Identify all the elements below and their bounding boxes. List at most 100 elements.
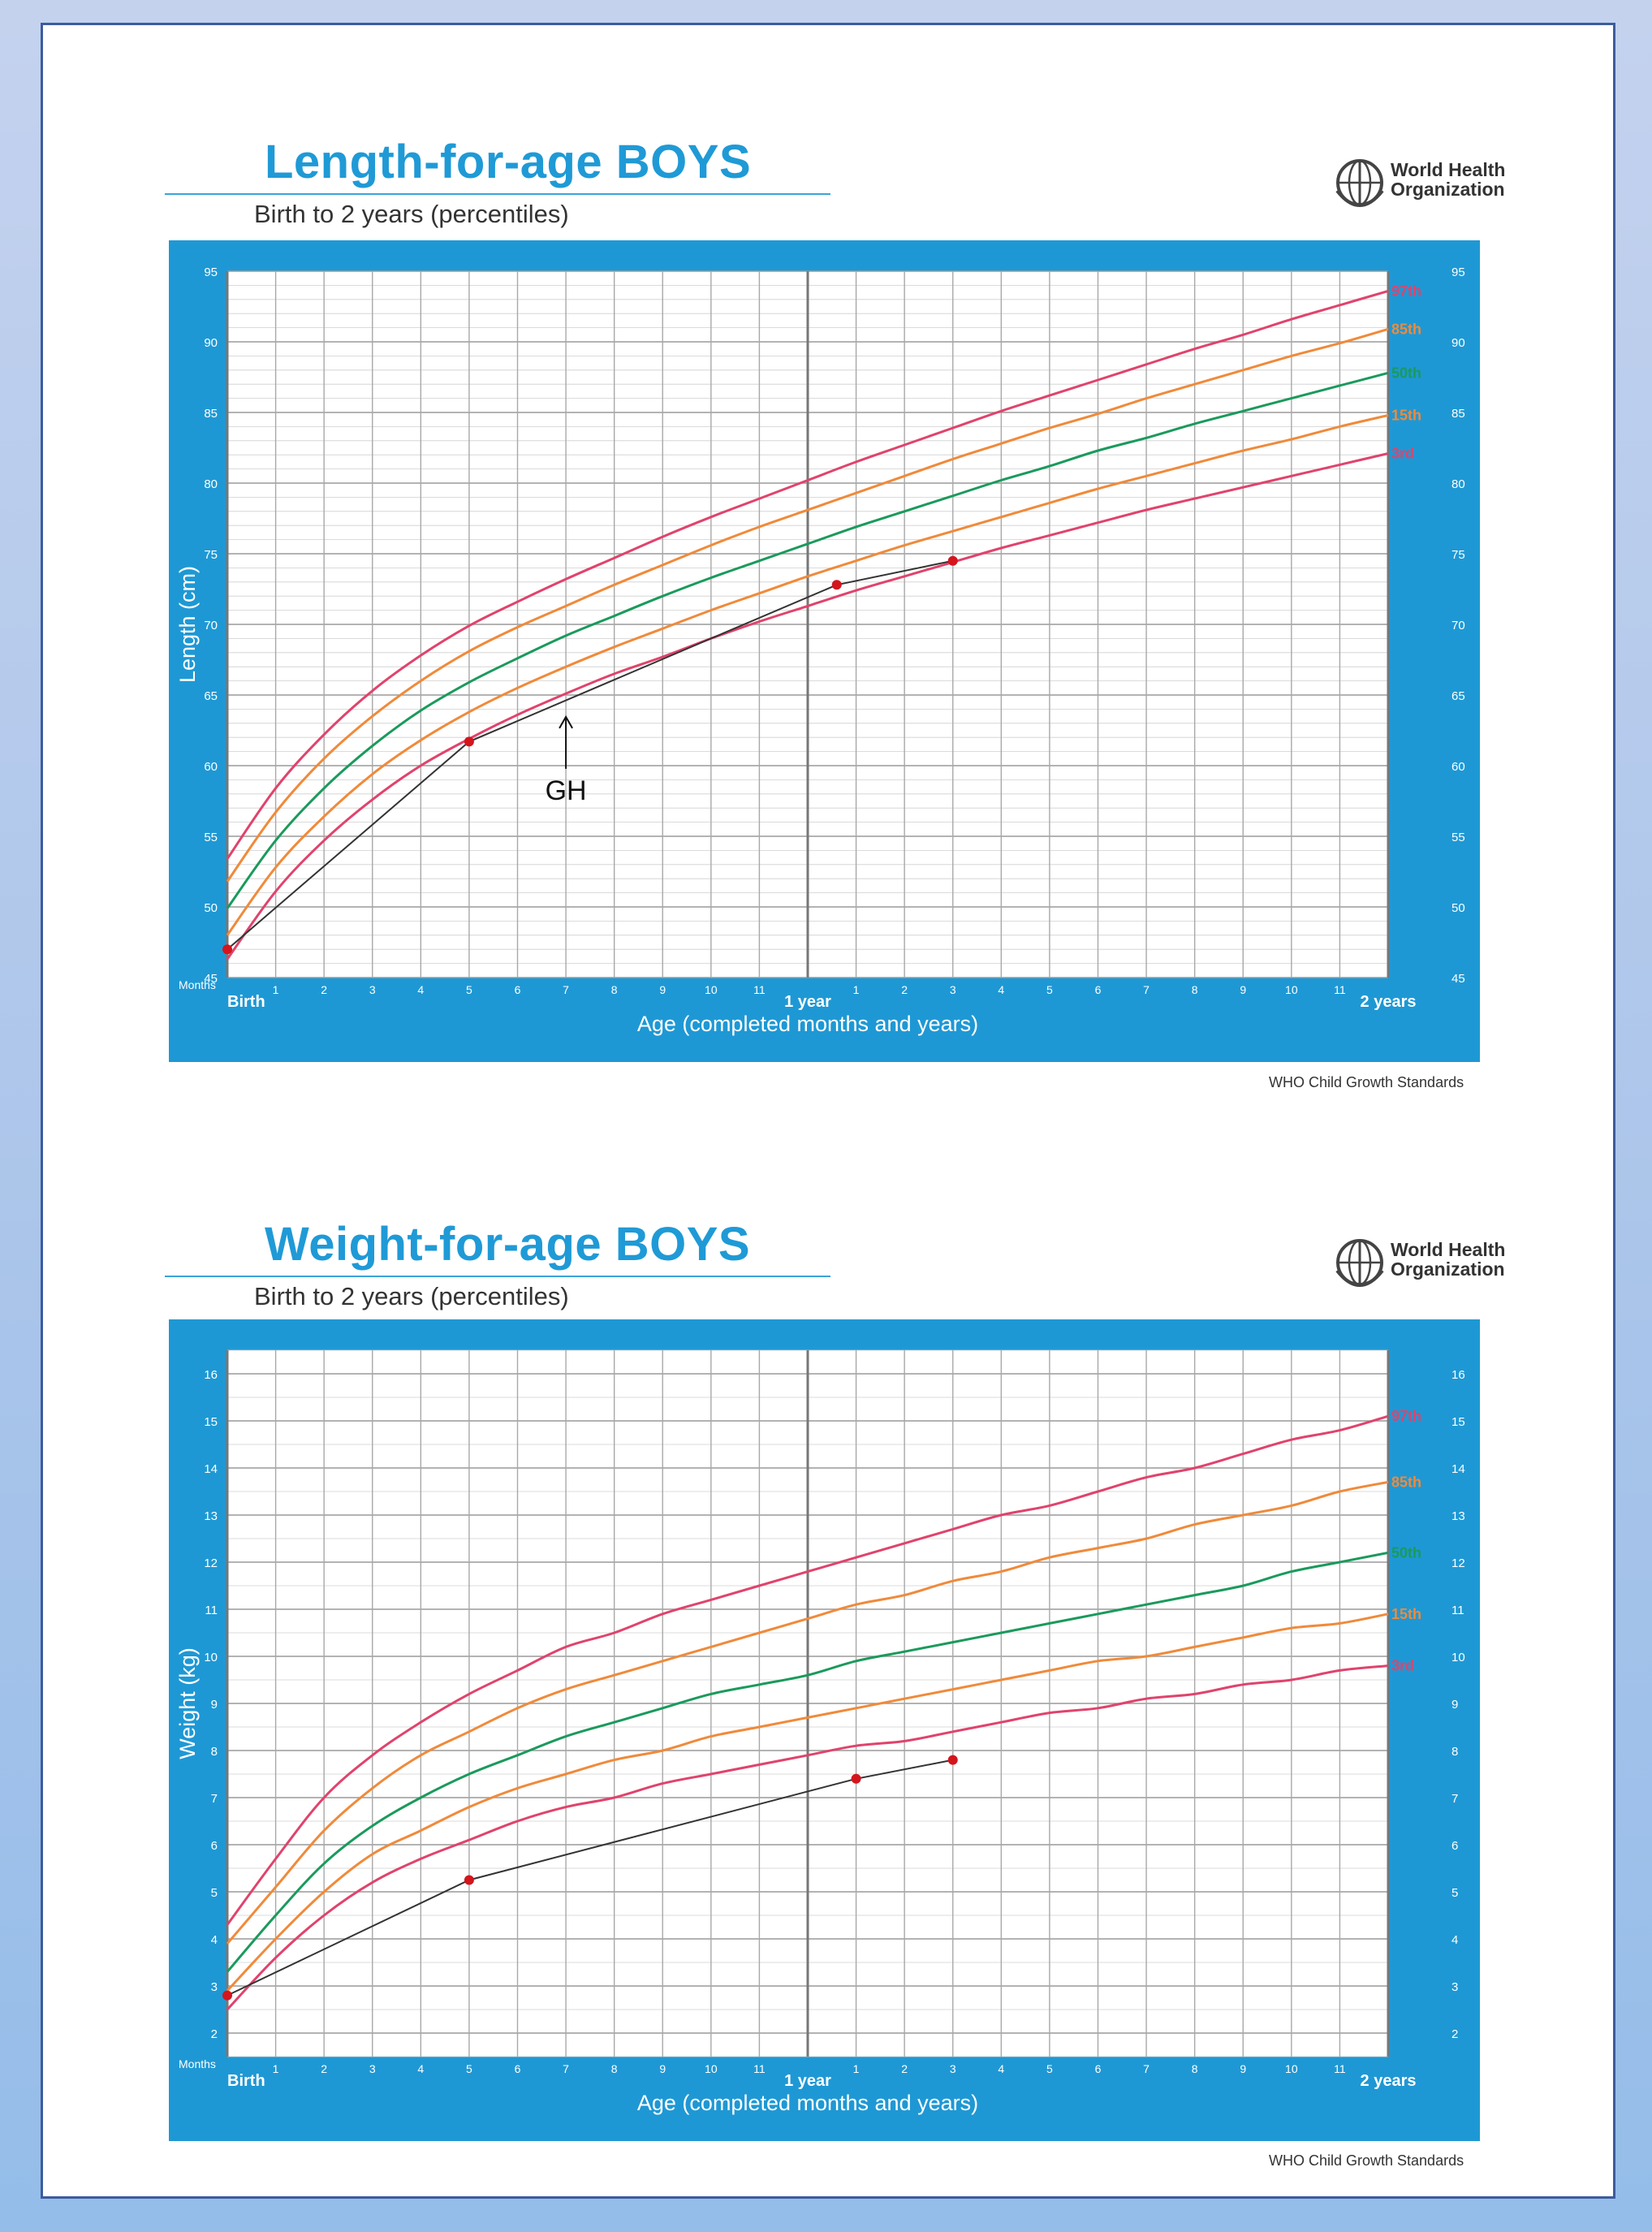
length-series-label-85th: 85th (1391, 321, 1421, 337)
weight-y-tick-left: 5 (211, 1886, 218, 1900)
weight-x-tick: 3 (369, 2062, 376, 2075)
weight-curve-97th (226, 1414, 1389, 1926)
who-logo-length: World Health Organization (1334, 155, 1520, 212)
length-y-tick-left: 80 (204, 477, 218, 491)
length-x-tick: 6 (515, 983, 521, 996)
length-measurement-point (831, 580, 842, 590)
weight-x-tick: 9 (659, 2062, 666, 2075)
length-x-tick: 8 (611, 983, 618, 996)
length-measurement-point (947, 555, 958, 566)
chart-title-weight: Weight-for-age BOYS (265, 1218, 751, 1271)
length-x-tick: 9 (1240, 983, 1246, 996)
length-y-axis-label: Length (cm) (175, 566, 200, 683)
length-y-tick-right: 85 (1451, 407, 1465, 421)
weight-y-tick-right: 7 (1451, 1792, 1458, 1806)
length-x-tick: 5 (466, 983, 472, 996)
length-x-tick: 5 (1046, 983, 1053, 996)
weight-y-tick-right: 11 (1451, 1604, 1464, 1617)
weight-measurement-point (222, 1990, 232, 2001)
length-series-label-3rd: 3rd (1391, 445, 1414, 461)
length-x-tick: 4 (998, 983, 1004, 996)
length-x-tick: 4 (417, 983, 424, 996)
weight-y-tick-right: 14 (1451, 1462, 1465, 1476)
length-curve-15th (226, 414, 1389, 936)
length-measurement-line (226, 559, 954, 950)
page: Length-for-age BOYS Birth to 2 years (pe… (41, 23, 1615, 2199)
length-y-tick-left: 95 (204, 266, 218, 279)
weight-y-tick-left: 6 (211, 1839, 218, 1853)
who-name-line2: Organization (1391, 179, 1505, 201)
weight-curve-85th (226, 1480, 1389, 1945)
weight-y-tick-right: 6 (1451, 1839, 1458, 1853)
length-y-tick-right: 75 (1451, 548, 1465, 562)
length-x-tick: 3 (950, 983, 956, 996)
weight-y-tick-right: 8 (1451, 1745, 1458, 1759)
weight-measurement-point (464, 1875, 474, 1885)
length-series-label-97th: 97th (1391, 283, 1421, 299)
weight-measurement-point (947, 1755, 958, 1765)
weight-curve-3rd (226, 1664, 1389, 2011)
length-curve-50th (226, 371, 1389, 909)
weight-x-tick: 7 (563, 2062, 569, 2075)
weight-y-tick-right: 12 (1451, 1556, 1465, 1570)
weight-y-tick-right: 4 (1451, 1933, 1458, 1947)
weight-y-tick-right: 5 (1451, 1886, 1458, 1900)
length-x-tick: 6 (1095, 983, 1102, 996)
weight-y-tick-left: 4 (211, 1933, 218, 1947)
length-x-tick: 7 (563, 983, 569, 996)
chart-frame-weight: 2 2 3 3 4 4 5 5 6 6 7 7 8 8 9 9 10 10 11 11 12 12 13 13 14 14 15 15… (169, 1319, 1480, 2141)
length-y-tick-right: 50 (1451, 901, 1465, 915)
weight-y-tick-right: 9 (1451, 1698, 1458, 1712)
length-x-tick: 1 year (784, 993, 831, 1011)
length-y-tick-left: 70 (204, 619, 218, 632)
length-x-tick: 11 (1334, 983, 1346, 996)
weight-measurement-point (851, 1773, 861, 1784)
chart-frame-length: 45 45 50 50 55 55 60 60 65 65 70 70 75 75 80 80 85 85 90 90… (169, 240, 1480, 1062)
who-emblem-icon (1335, 159, 1384, 208)
length-series-label-15th: 15th (1391, 407, 1421, 423)
weight-y-tick-right: 10 (1451, 1651, 1465, 1664)
weight-series-label-50th: 50th (1391, 1544, 1421, 1561)
weight-x-tick: 1 year (784, 2072, 831, 2090)
length-x-tick: 2 (901, 983, 908, 996)
length-y-tick-left: 85 (204, 407, 218, 421)
weight-y-tick-right: 13 (1451, 1509, 1465, 1523)
weight-x-tick: 5 (466, 2062, 472, 2075)
weight-y-tick-left: 3 (211, 1980, 218, 1994)
weight-x-tick: 4 (998, 2062, 1004, 2075)
footer-length: WHO Child Growth Standards (1269, 1074, 1464, 1090)
length-x-tick: 1 (853, 983, 860, 996)
weight-x-tick: 1 (273, 2062, 279, 2075)
title-underline-length (165, 193, 830, 195)
weight-unit-label: Months (179, 2057, 216, 2070)
who-logo-weight: World Health Organization (1334, 1235, 1520, 1292)
chart-subtitle-length: Birth to 2 years (percentiles) (254, 200, 569, 228)
weight-x-tick: 9 (1240, 2062, 1246, 2075)
weight-x-tick: 2 years (1361, 2072, 1417, 2090)
length-x-tick: 1 (273, 983, 279, 996)
who-emblem-icon (1335, 1239, 1384, 1288)
length-x-axis-label: Age (completed months and years) (637, 1012, 978, 1036)
weight-y-tick-left: 16 (204, 1368, 218, 1382)
weight-x-tick: 10 (1285, 2062, 1298, 2075)
length-y-tick-right: 55 (1451, 831, 1465, 844)
length-series-label-50th: 50th (1391, 365, 1421, 381)
length-y-tick-left: 55 (204, 831, 218, 844)
weight-x-tick: 10 (705, 2062, 718, 2075)
weight-x-tick: 3 (950, 2062, 956, 2075)
weight-y-tick-left: 13 (204, 1509, 218, 1523)
length-y-tick-right: 60 (1451, 760, 1465, 774)
weight-series-label-85th: 85th (1391, 1474, 1421, 1490)
length-x-tick: 10 (1285, 983, 1298, 996)
length-y-tick-left: 90 (204, 336, 218, 350)
length-x-tick: 11 (753, 983, 766, 996)
weight-y-axis-label: Weight (kg) (175, 1647, 200, 1759)
length-unit-label: Months (179, 978, 216, 991)
length-y-tick-right: 80 (1451, 477, 1465, 491)
weight-x-tick: 5 (1046, 2062, 1053, 2075)
length-x-tick: 9 (659, 983, 666, 996)
weight-x-tick: Birth (227, 2072, 265, 2090)
weight-y-tick-left: 9 (211, 1698, 218, 1712)
length-y-tick-left: 50 (204, 901, 218, 915)
